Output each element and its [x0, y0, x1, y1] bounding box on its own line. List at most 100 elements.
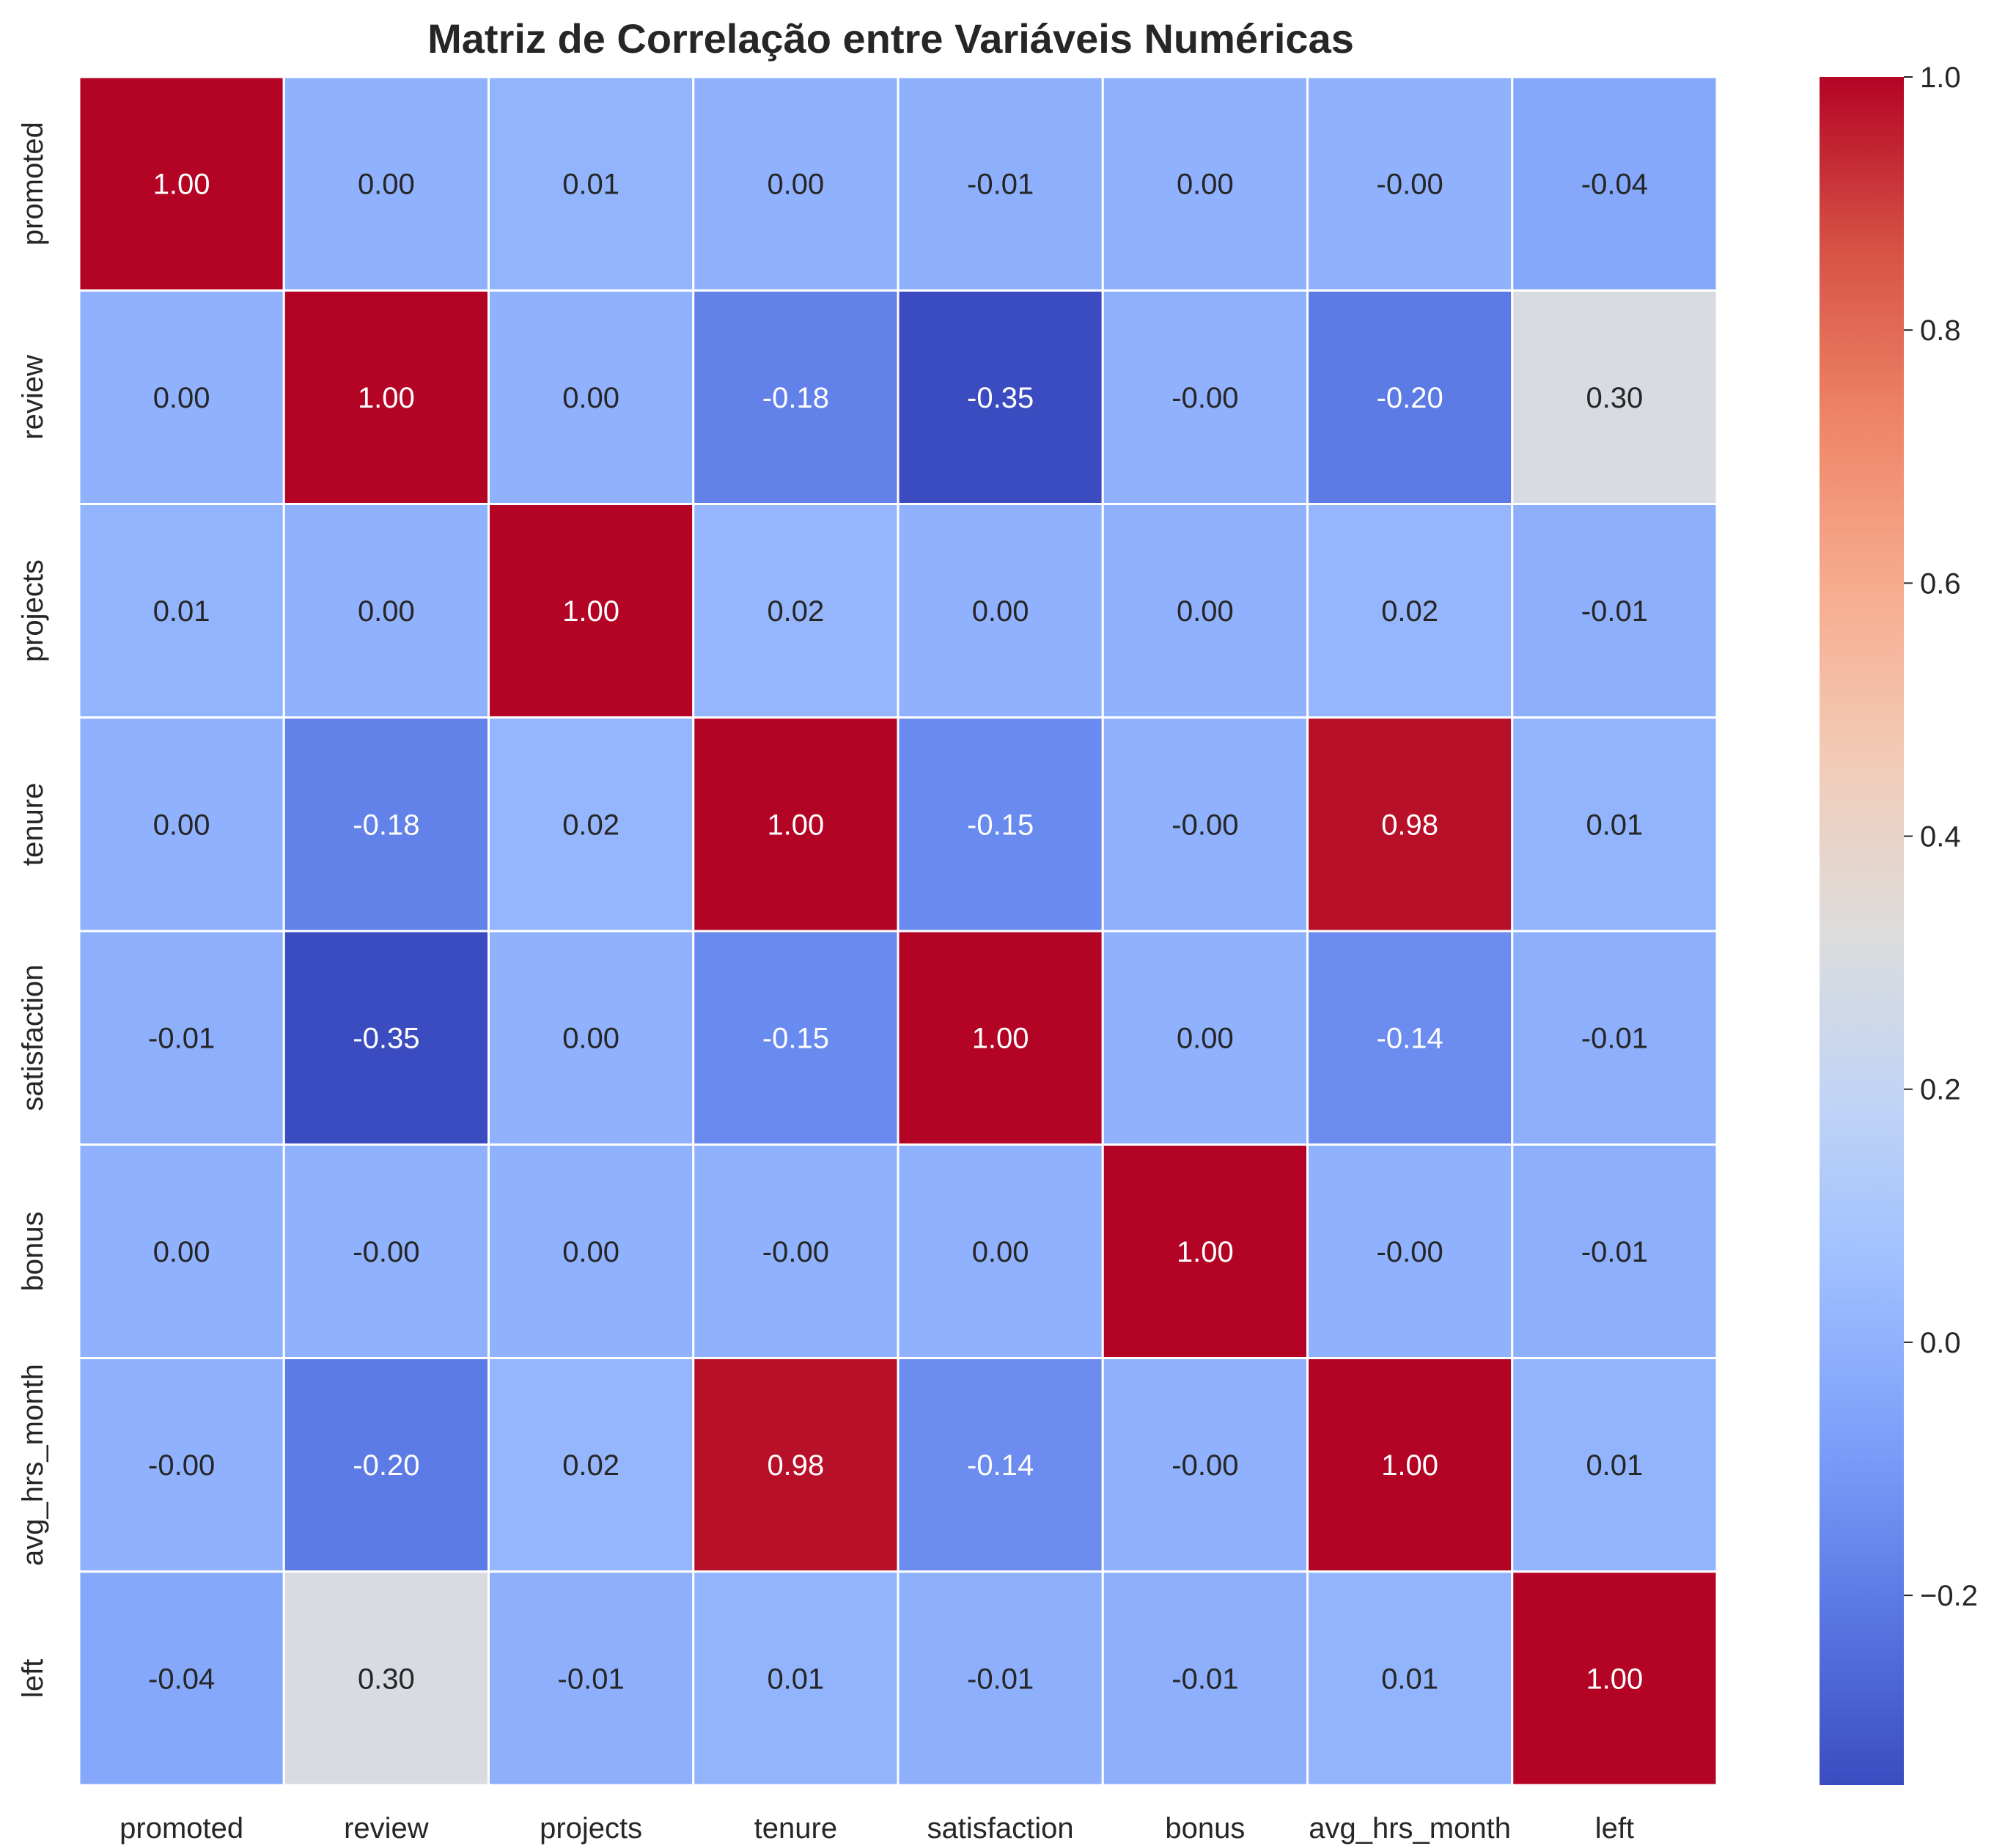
cell-value-label: 0.02	[767, 595, 824, 628]
y-tick-label: satisfaction	[17, 965, 49, 1111]
cell-value-label: 0.30	[1586, 382, 1643, 414]
heatmap-cell-avg_hrs_month-bonus	[1101, 1357, 1309, 1573]
cell-value-label: -0.18	[353, 809, 419, 841]
heatmap-cell-bonus-left	[1511, 1143, 1718, 1359]
y-tick-label: left	[17, 1659, 49, 1698]
heatmap-cell-bonus-satisfaction	[897, 1143, 1104, 1359]
x-tick-label: projects	[540, 1812, 642, 1845]
cell-value-label: 0.00	[562, 1023, 619, 1055]
cell-value-label: -0.00	[1171, 1449, 1238, 1482]
cell-value-label: 0.00	[1177, 169, 1234, 201]
heatmap-cell-projects-projects	[488, 503, 695, 719]
heatmap-cells: 1.00 0.00 0.01 0.00 -0.01 0.00 -0.00 -0.04 0.00 1…	[78, 76, 1718, 1787]
heatmap-cell-promoted-review	[282, 76, 490, 292]
heatmap-cell-tenure-tenure	[692, 716, 900, 933]
cell-value-label: -0.00	[762, 1236, 829, 1268]
cell-value-label: -0.01	[967, 1663, 1034, 1695]
cell-value-label: 0.98	[1381, 809, 1438, 841]
heatmap-cell-projects-left	[1511, 503, 1718, 719]
colorbar-tick-label: 0.4	[1920, 821, 1961, 853]
cell-value-label: -0.15	[762, 1023, 829, 1055]
colorbar-tick-label: 0.0	[1920, 1327, 1961, 1359]
heatmap-cell-avg_hrs_month-left	[1511, 1357, 1718, 1573]
cell-value-label: -0.01	[1581, 1023, 1648, 1055]
cell-value-label: 0.00	[153, 1236, 210, 1268]
heatmap-cell-left-left	[1511, 1570, 1718, 1787]
cell-value-label: 1.00	[153, 169, 210, 201]
cell-value-label: 1.00	[358, 382, 415, 414]
colorbar-scale	[1820, 77, 1904, 1785]
heatmap-cell-review-review	[282, 289, 490, 505]
cell-value-label: 0.00	[972, 595, 1029, 628]
heatmap-cell-tenure-projects	[488, 716, 695, 933]
x-tick-label: left	[1595, 1812, 1634, 1845]
heatmap-cell-satisfaction-satisfaction	[897, 930, 1104, 1146]
cell-value-label: -0.04	[148, 1663, 215, 1695]
x-tick-labels: promoted review projects tenure satisfaction…	[119, 1812, 1634, 1845]
cell-value-label: -0.01	[558, 1663, 625, 1695]
heatmap-cell-review-tenure	[692, 289, 900, 505]
cell-value-label: -0.00	[1377, 1236, 1443, 1268]
cell-value-label: -0.14	[967, 1449, 1034, 1482]
cell-value-label: -0.00	[1171, 809, 1238, 841]
heatmap-cell-bonus-projects	[488, 1143, 695, 1359]
heatmap-cell-review-bonus	[1101, 289, 1309, 505]
heatmap-cell-projects-bonus	[1101, 503, 1309, 719]
heatmap-cell-tenure-satisfaction	[897, 716, 1104, 933]
y-tick-labels: promoted review projects tenure satisfaction…	[17, 122, 49, 1698]
colorbar-tick-label: 0.2	[1920, 1074, 1961, 1106]
heatmap-cell-review-avg_hrs_month	[1306, 289, 1514, 505]
cell-value-label: 0.00	[562, 382, 619, 414]
heatmap-cell-left-satisfaction	[897, 1570, 1104, 1787]
cell-value-label: 0.00	[972, 1236, 1029, 1268]
cell-value-label: 0.02	[562, 809, 619, 841]
y-tick-label: tenure	[17, 783, 49, 866]
cell-value-label: -0.00	[1377, 169, 1443, 201]
cell-value-label: 0.02	[562, 1449, 619, 1482]
heatmap-cell-projects-tenure	[692, 503, 900, 719]
cell-value-label: -0.01	[1581, 595, 1648, 628]
heatmap-cell-satisfaction-bonus	[1101, 930, 1309, 1146]
chart-title: Matriz de Correlação entre Variáveis Num…	[427, 15, 1354, 62]
heatmap-cell-avg_hrs_month-promoted	[78, 1357, 285, 1573]
cell-value-label: 0.01	[767, 1663, 824, 1695]
cell-value-label: 1.00	[1177, 1236, 1234, 1268]
cell-value-label: 1.00	[1586, 1663, 1643, 1695]
heatmap-cell-bonus-bonus	[1101, 1143, 1309, 1359]
cell-value-label: 0.98	[767, 1449, 824, 1482]
cell-value-label: 0.00	[358, 595, 415, 628]
cell-value-label: -0.15	[967, 809, 1034, 841]
cell-value-label: -0.18	[762, 382, 829, 414]
heatmap-cell-promoted-satisfaction	[897, 76, 1104, 292]
cell-value-label: 1.00	[1381, 1449, 1438, 1482]
x-tick-label: promoted	[119, 1812, 243, 1845]
cell-value-label: 0.01	[1586, 809, 1643, 841]
cell-value-label: 1.00	[562, 595, 619, 628]
heatmap-cell-satisfaction-projects	[488, 930, 695, 1146]
cell-value-label: -0.35	[353, 1023, 419, 1055]
y-tick-label: bonus	[17, 1211, 49, 1291]
heatmap-cell-avg_hrs_month-review	[282, 1357, 490, 1573]
heatmap-cell-projects-review	[282, 503, 490, 719]
cell-value-label: 0.00	[153, 809, 210, 841]
heatmap-cell-projects-satisfaction	[897, 503, 1104, 719]
cell-value-label: 0.00	[153, 382, 210, 414]
heatmap-cell-satisfaction-avg_hrs_month	[1306, 930, 1514, 1146]
colorbar-tick-label: 1.0	[1920, 62, 1961, 94]
heatmap-cell-promoted-tenure	[692, 76, 900, 292]
colorbar-tick-label: 0.6	[1920, 567, 1961, 600]
heatmap-cell-projects-avg_hrs_month	[1306, 503, 1514, 719]
colorbar-ticks: 1.0 0.8 0.6 0.4 0.2 0.0 −0.2	[1904, 62, 1978, 1612]
cell-value-label: 0.00	[1177, 1023, 1234, 1055]
cell-value-label: 0.00	[562, 1236, 619, 1268]
heatmap-cell-review-satisfaction	[897, 289, 1104, 505]
heatmap-cell-left-projects	[488, 1570, 695, 1787]
cell-value-label: -0.14	[1377, 1023, 1443, 1055]
cell-value-label: 0.01	[562, 169, 619, 201]
x-tick-label: review	[344, 1812, 429, 1845]
heatmap-cell-satisfaction-left	[1511, 930, 1718, 1146]
y-tick-label: projects	[17, 559, 49, 662]
cell-value-label: 0.01	[1381, 1663, 1438, 1695]
colorbar-tick-label: −0.2	[1920, 1580, 1978, 1612]
